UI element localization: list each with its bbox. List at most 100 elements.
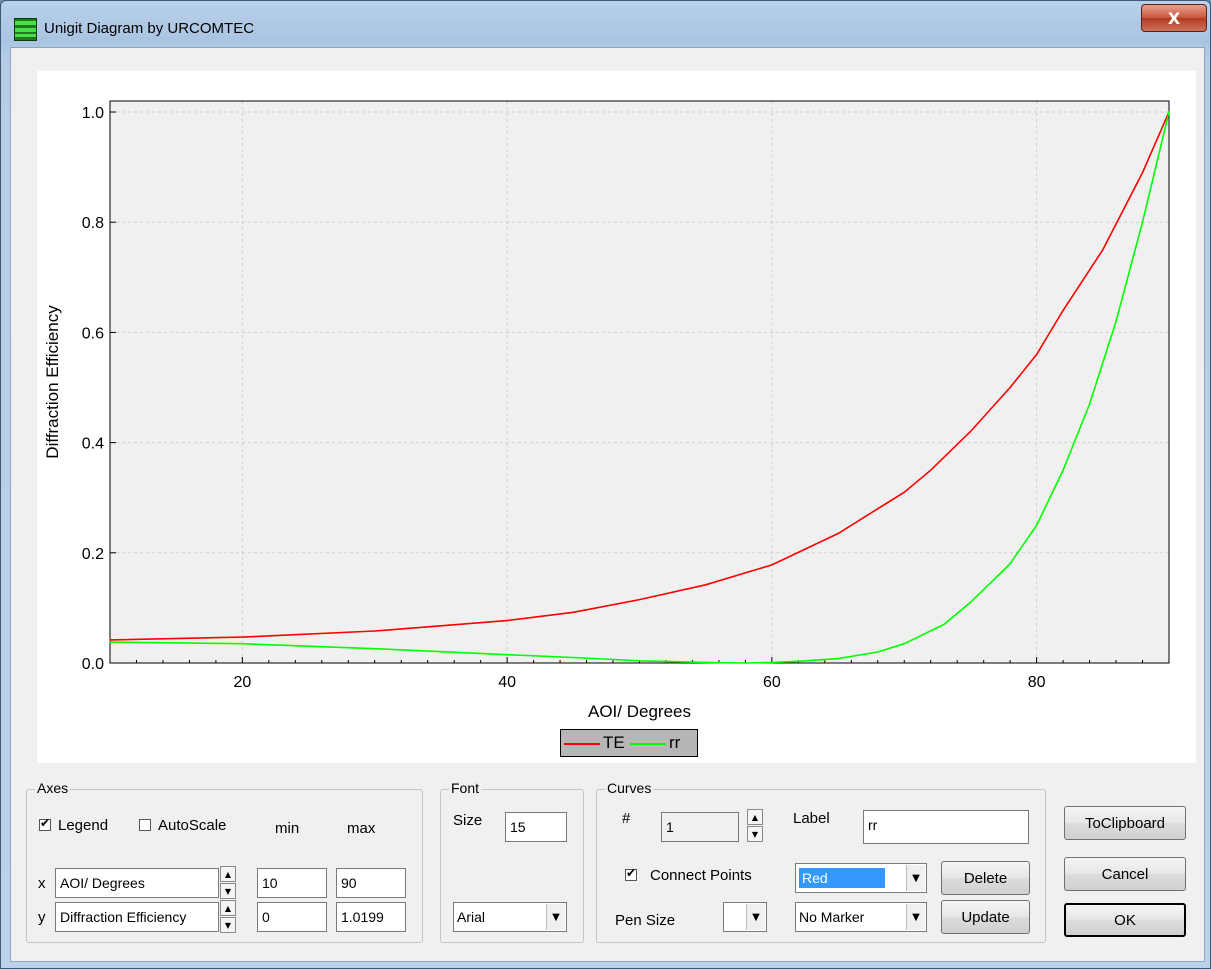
delete-button[interactable]: Delete	[941, 861, 1030, 895]
x-axis-title: AOI/ Degrees	[588, 702, 691, 721]
max-header: max	[347, 820, 376, 837]
spin-up-icon[interactable]: ▲	[747, 809, 763, 825]
font-name-combo[interactable]: Arial ▼	[453, 902, 567, 932]
data-point-te	[837, 532, 839, 535]
axes-group-title: Axes	[35, 780, 71, 796]
spin-down-icon[interactable]: ▼	[747, 826, 763, 842]
to-clipboard-button[interactable]: ToClipboard	[1064, 806, 1186, 840]
legend-label-rr: rr	[669, 733, 681, 752]
data-point-rr	[109, 641, 111, 643]
x-axis-title-spinner[interactable]: ▲ ▼	[220, 866, 236, 900]
plot-area	[110, 101, 1169, 663]
legend-checkbox[interactable]	[39, 816, 51, 831]
legend-swatch-rr	[630, 743, 666, 745]
y-min-field[interactable]: 0	[257, 902, 327, 932]
data-point-te	[1062, 309, 1064, 311]
data-point-te	[969, 430, 972, 433]
data-point-te	[771, 564, 773, 566]
data-point-rr	[1141, 221, 1144, 223]
data-point-rr	[1009, 563, 1011, 565]
data-point-rr	[969, 601, 972, 603]
spin-up-icon[interactable]: ▲	[220, 866, 236, 882]
data-point-rr	[943, 623, 945, 626]
marker-value: No Marker	[799, 909, 865, 925]
x-min-field[interactable]: 10	[257, 868, 327, 898]
spin-down-icon[interactable]: ▼	[220, 917, 236, 933]
data-point-rr	[1062, 469, 1064, 471]
spin-down-icon[interactable]: ▼	[220, 883, 236, 899]
x-axis-title-field[interactable]: AOI/ Degrees	[55, 868, 219, 898]
data-point-rr	[705, 661, 707, 664]
title-bar[interactable]: Unigit Diagram by URCOMTEC X	[1, 1, 1210, 47]
data-point-te	[1141, 172, 1144, 174]
plot-panel: 20 40 60 80 0.0 0.2 0.4 0.6 0.8 1.0 AOI/ Degrees Di…	[37, 71, 1196, 763]
data-point-te	[930, 469, 932, 471]
chevron-down-icon[interactable]: ▼	[906, 904, 925, 930]
x-tick-label: 60	[763, 674, 781, 691]
update-button[interactable]: Update	[941, 900, 1030, 934]
y-axis-title-field[interactable]: Diffraction Efficiency	[55, 902, 219, 932]
autoscale-checkbox[interactable]	[139, 819, 151, 831]
data-point-te	[1009, 386, 1011, 389]
y-axis-title: Diffraction Efficiency	[43, 305, 62, 459]
data-point-rr	[837, 657, 839, 660]
data-point-te	[1036, 353, 1038, 356]
data-point-rr	[1036, 524, 1038, 526]
curve-number-field[interactable]: 1	[661, 812, 739, 842]
y-axis-label: y	[38, 909, 46, 926]
diagram-chart: 20 40 60 80 0.0 0.2 0.4 0.6 0.8 1.0 AOI/ Degrees Di…	[43, 100, 1170, 721]
client-area: 20 40 60 80 0.0 0.2 0.4 0.6 0.8 1.0 AOI/ Degrees Di…	[10, 47, 1205, 962]
y-axis-title-spinner[interactable]: ▲ ▼	[220, 900, 236, 934]
y-tick-label: 1.0	[82, 105, 104, 122]
y-tick-label: 0.4	[82, 436, 104, 453]
x-max-field[interactable]: 90	[336, 868, 406, 898]
data-point-te	[903, 491, 905, 493]
y-tick-label: 0.0	[82, 656, 104, 673]
legend-checkbox-label: Legend	[58, 817, 109, 834]
data-point-te	[374, 630, 376, 632]
data-point-rr	[1115, 320, 1117, 322]
connect-points-checkbox[interactable]	[625, 866, 637, 881]
data-point-rr	[638, 660, 641, 662]
data-point-te	[638, 599, 641, 601]
close-icon: X	[1167, 8, 1181, 28]
chevron-down-icon[interactable]: ▼	[906, 865, 925, 891]
curve-color-combo[interactable]: Red ▼	[795, 863, 927, 893]
series-line-te	[109, 111, 1170, 641]
chevron-down-icon[interactable]: ▼	[546, 904, 565, 930]
curve-number-spinner[interactable]: ▲ ▼	[747, 809, 763, 843]
ok-button[interactable]: OK	[1064, 903, 1186, 937]
font-group-title: Font	[449, 780, 482, 796]
font-size-field[interactable]: 15	[505, 812, 567, 842]
curve-label-field[interactable]: rr	[863, 810, 1029, 844]
x-tick-label: 40	[498, 674, 516, 691]
y-max-field[interactable]: 1.0199	[336, 902, 406, 932]
y-tick-label: 0.2	[82, 546, 104, 563]
data-point-rr	[572, 656, 574, 659]
spin-up-icon[interactable]: ▲	[220, 900, 236, 916]
data-point-te	[241, 636, 243, 638]
pen-size-label: Pen Size	[615, 912, 676, 929]
curve-label-label: Label	[793, 810, 830, 827]
data-point-rr	[1088, 403, 1091, 405]
legend-label-te: TE	[603, 733, 625, 752]
legend-swatch-te	[564, 743, 600, 745]
curves-group-title: Curves	[605, 780, 654, 796]
data-point-te	[109, 639, 111, 641]
cancel-button[interactable]: Cancel	[1064, 857, 1186, 891]
y-tick-label: 0.6	[82, 325, 104, 342]
x-axis-label: x	[38, 875, 46, 892]
series-line-rr	[109, 111, 1170, 664]
chevron-down-icon[interactable]: ▼	[746, 904, 765, 930]
marker-combo[interactable]: No Marker ▼	[795, 902, 927, 932]
data-point-rr	[1168, 111, 1170, 113]
axes-group: Axes Legend AutoScale min max x AOI/ Deg…	[26, 780, 423, 943]
data-point-rr	[241, 643, 243, 645]
font-name-value: Arial	[457, 909, 486, 925]
pen-size-combo[interactable]: ▼	[723, 902, 767, 932]
data-point-rr	[506, 654, 508, 656]
close-button[interactable]: X	[1141, 4, 1207, 32]
x-tick-label: 20	[233, 674, 251, 691]
min-header: min	[275, 820, 300, 837]
